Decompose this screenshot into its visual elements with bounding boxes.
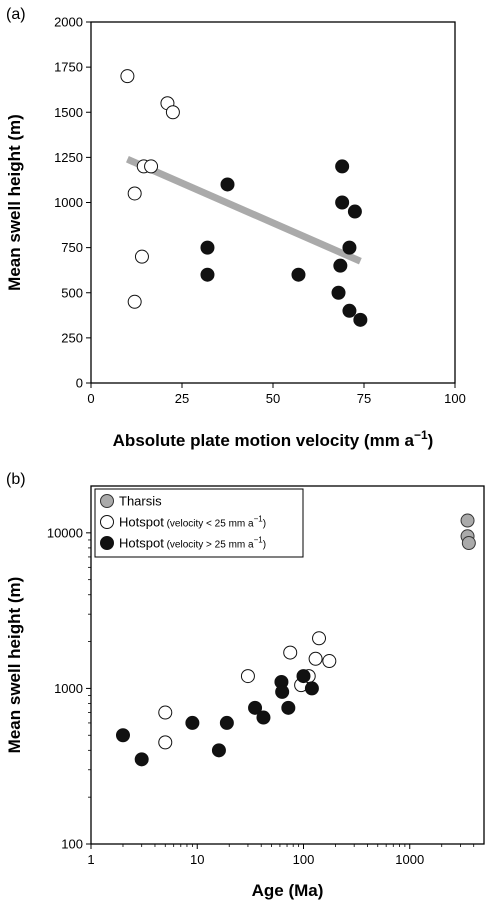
panel-b-legend-detail: (velocity < 25 mm a	[164, 519, 254, 530]
panel-a-point-open	[120, 69, 135, 84]
panel-a-y-tick-label: 1500	[54, 105, 83, 120]
panel-b-point-open	[283, 645, 298, 660]
panel-a-point-open	[165, 105, 180, 120]
panel-b-legend-detail-sup: −1	[254, 515, 264, 524]
panel-b-point-filled	[185, 715, 200, 730]
panel-b-legend-detail-sup: −1	[254, 536, 264, 545]
panel-b-legend-marker-open	[100, 515, 114, 529]
panel-b-point-filled	[304, 681, 319, 696]
panel-a-point-filled	[200, 267, 215, 282]
panel-a-point-filled	[342, 303, 357, 318]
panel-b-x-tick-label: 100	[293, 852, 315, 867]
panel-a-x-axis-title: Absolute plate motion velocity (mm a−1)	[113, 428, 434, 450]
panel-a-y-tick-label: 750	[61, 240, 83, 255]
panel-b-x-axis-title: Age (Ma)	[252, 881, 324, 900]
panel-a-frame	[90, 21, 456, 384]
panel-a-label: (a)	[6, 6, 26, 23]
panel-a-x-tick-label: 75	[357, 391, 371, 406]
panel-b-y-tick-label: 100	[61, 837, 83, 852]
panel-a-point-filled	[353, 312, 368, 327]
panel-b-legend-label-filled: Hotspot (velocity > 25 mm a−1)	[119, 536, 266, 551]
panel-a-point-open	[127, 294, 142, 309]
panel-a-point-open	[144, 159, 159, 174]
panel-a-point-filled	[220, 177, 235, 192]
panel-b-point-filled	[115, 728, 130, 743]
panel-b-legend-label-open: Hotspot (velocity < 25 mm a−1)	[119, 515, 266, 530]
panel-b-point-open	[158, 735, 173, 750]
panel-b-frame	[90, 485, 485, 845]
panel-b-point-open	[240, 669, 255, 684]
panel-b-legend-label-tharsis: Tharsis	[119, 494, 162, 509]
panel-b-legend-detail: (velocity > 25 mm a	[164, 540, 254, 551]
panel-b-legend-detail-close: )	[263, 519, 266, 530]
panel-b-group: (b) 1 10 100 1000 100 1000 10000 Age (Ma) Mean sw…	[5, 471, 485, 900]
panel-a-y-tick-label: 1750	[54, 60, 83, 75]
panel-a-group: (a)0 25 50 75 100025050075010001250150017502…	[5, 6, 466, 450]
panel-a-point-open	[134, 249, 149, 264]
panel-b-point-filled	[134, 752, 149, 767]
panel-a-point-filled	[347, 204, 362, 219]
panel-b-point-open	[312, 631, 327, 646]
panel-a-point-filled	[200, 240, 215, 255]
panel-a-y-tick-label: 2000	[54, 15, 83, 30]
panel-b-point-filled	[248, 700, 263, 715]
panel-b-point-tharsis	[460, 513, 475, 528]
panel-a-point-filled	[331, 285, 346, 300]
panel-b-y-tick-label: 1000	[54, 681, 83, 696]
panel-a-y-tick-label: 0	[76, 376, 83, 391]
panel-a-y-tick-label: 500	[61, 285, 83, 300]
panel-a-point-open	[127, 186, 142, 201]
panel-b-point-filled	[211, 743, 226, 758]
panel-b-legend-marker-tharsis	[100, 494, 114, 508]
panel-b-legend: Tharsis Hotspot (velocity < 25 mm a−1) Hot…	[94, 488, 304, 558]
panel-b-label: (b)	[6, 471, 26, 488]
panel-b-legend-detail-close: )	[263, 540, 266, 551]
panel-b-point-open	[308, 651, 323, 666]
panel-a-x-axis-title-sup: −1	[414, 428, 428, 442]
panel-a-x-tick-label: 50	[266, 391, 280, 406]
panel-a-point-filled	[335, 195, 350, 210]
panel-b-y-tick-label: 10000	[47, 525, 83, 540]
panel-a-y-tick-label: 1250	[54, 150, 83, 165]
panel-a-trend-line	[125, 155, 362, 265]
panel-a-point-filled	[333, 258, 348, 273]
panel-a-point-filled	[342, 240, 357, 255]
panel-a-y-axis-title: Mean swell height (m)	[5, 114, 24, 291]
panel-b-point-filled	[296, 669, 311, 684]
panel-b-point-open	[322, 654, 337, 669]
panel-b-point-filled	[281, 700, 296, 715]
panel-b-point-filled	[256, 710, 271, 725]
panel-b-x-tick-label: 10	[190, 852, 204, 867]
panel-b-point-filled	[275, 684, 290, 699]
panel-b-legend-marker-filled	[100, 536, 114, 550]
panel-b-x-tick-label: 1000	[395, 852, 424, 867]
panel-b-legend-box	[94, 488, 304, 558]
panel-b-point-tharsis	[461, 536, 476, 551]
panel-a-point-filled	[335, 159, 350, 174]
panel-b-point-filled	[219, 715, 234, 730]
panel-a-x-tick-label: 25	[175, 391, 189, 406]
panel-a-point-filled	[291, 267, 306, 282]
panel-a-y-tick-label: 250	[61, 330, 83, 345]
panel-a-x-tick-label: 100	[444, 391, 466, 406]
panel-b-x-tick-label: 1	[87, 852, 94, 867]
panel-b-y-axis-title: Mean swell height (m)	[5, 577, 24, 754]
panel-a-y-tick-label: 1000	[54, 195, 83, 210]
panel-a-x-tick-label: 0	[87, 391, 94, 406]
panel-a-x-axis-title-close: )	[428, 431, 434, 450]
panel-b-point-open	[158, 705, 173, 720]
